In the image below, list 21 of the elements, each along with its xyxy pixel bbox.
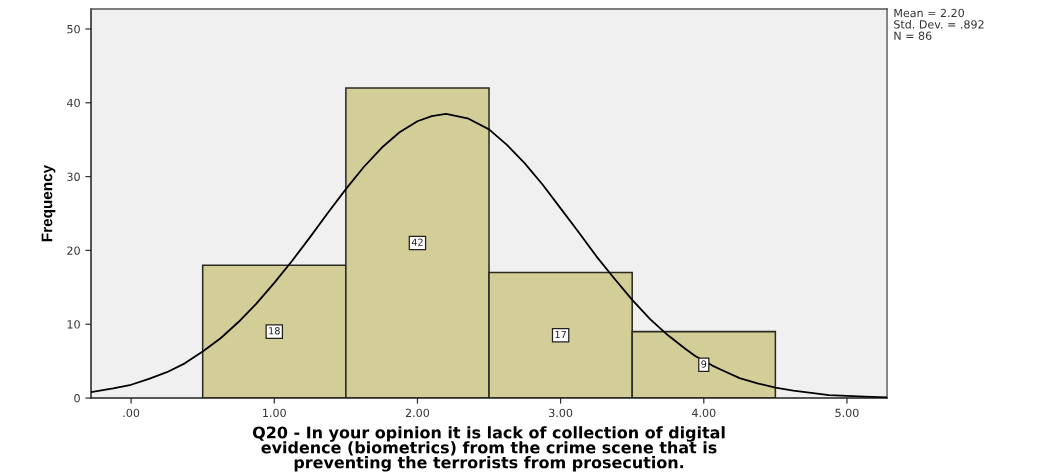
- x-axis-title: Q20 - In your opinion it is lack of collection of digital evidence (biometrics) from the crime scene that is preventing the terrorists from prosecution.: [252, 426, 725, 472]
- y-tick-label: 0: [74, 394, 80, 403]
- data-label: 18: [269, 327, 280, 335]
- text: Mean = 2.20: [894, 8, 964, 18]
- y-tick-label: 40: [67, 98, 80, 108]
- x-tick-label: 2.00: [405, 408, 430, 418]
- y-tick-label: 30: [67, 172, 80, 181]
- x-tick-label: 5.00: [835, 408, 859, 418]
- data-label: 17: [555, 330, 566, 338]
- text: N = 86: [894, 31, 932, 40]
- x-tick-label: .00: [123, 408, 140, 418]
- data-label: 42: [411, 238, 423, 246]
- y-tick-label: 50: [67, 24, 80, 34]
- text: Std. Dev. = .892: [894, 19, 984, 29]
- x-tick-label: 4.00: [691, 408, 716, 418]
- x-tick-label: 3.00: [549, 408, 573, 418]
- y-tick-label: 10: [67, 320, 80, 329]
- y-tick-label: 20: [67, 246, 80, 255]
- x-tick-label: 1.00: [263, 408, 286, 418]
- data-label: 9: [701, 360, 707, 368]
- y-axis-title: Frequency: [41, 164, 56, 242]
